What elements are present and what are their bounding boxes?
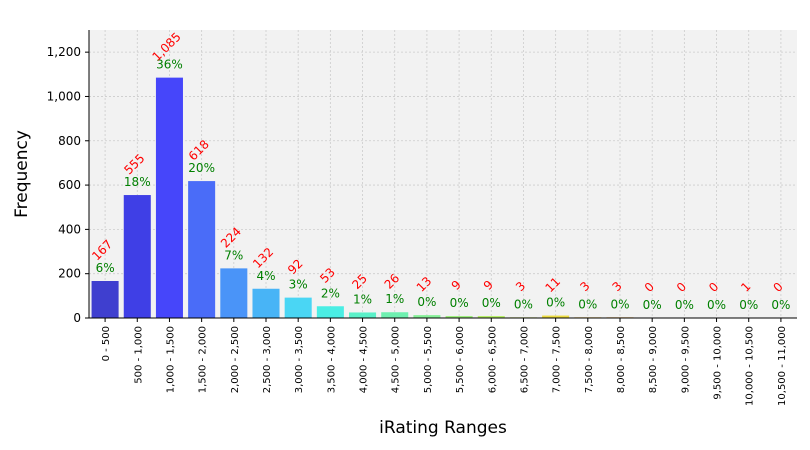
y-tick-label: 1,000 [47,89,81,103]
percent-label: 36% [156,58,183,72]
y-tick-label: 800 [58,134,81,148]
percent-label: 0% [482,296,501,310]
percent-label: 0% [417,295,436,309]
percent-label: 2% [321,286,340,300]
x-tick-label: 2,500 - 3,000 [262,326,273,393]
x-tick-label: 4,500 - 5,000 [391,326,402,393]
bars [91,77,763,318]
y-tick-label: 200 [58,267,81,281]
percent-label: 0% [771,298,790,312]
percent-label: 0% [578,297,597,311]
x-tick-label: 9,500 - 10,000 [713,326,724,400]
percent-label: 3% [289,278,308,292]
y-tick-label: 0 [73,311,81,325]
percent-label: 0% [675,298,694,312]
y-tick-label: 600 [58,178,81,192]
percent-label: 0% [707,298,726,312]
percent-label: 4% [256,269,275,283]
percent-label: 1% [353,292,372,306]
bar [381,312,409,318]
percent-label: 0% [546,296,565,310]
percent-label: 0% [610,297,629,311]
percent-label: 6% [96,261,115,275]
x-tick-label: 1,500 - 2,000 [198,326,209,393]
x-tick-label: 5,000 - 5,500 [423,326,434,393]
bar [123,195,151,318]
x-tick-label: 9,000 - 9,500 [680,326,691,393]
percent-label: 0% [450,296,469,310]
x-tick-label: 8,000 - 8,500 [616,326,627,393]
y-axis-title: Frequency [12,130,32,218]
bar [477,316,505,318]
percent-label: 7% [224,248,243,262]
percent-label: 20% [188,161,215,175]
x-tick-label: 6,500 - 7,000 [519,326,530,393]
bar [413,315,441,318]
bar [542,315,570,318]
x-axis-title: iRating Ranges [379,418,507,438]
x-tick-label: 5,500 - 6,000 [455,326,466,393]
x-tick-label: 7,500 - 8,000 [584,326,595,393]
x-tick-label: 3,000 - 3,500 [294,326,305,393]
x-tick-label: 2,000 - 2,500 [230,326,241,393]
bar [220,268,248,318]
x-tick-label: 8,500 - 9,000 [648,326,659,393]
x-tick-label: 6,000 - 6,500 [487,326,498,393]
bar [91,281,119,318]
percent-label: 0% [514,297,533,311]
bar [445,316,473,318]
bar [155,77,183,318]
x-tick-label: 500 - 1,000 [133,326,144,384]
x-tick-label: 0 - 500 [101,326,112,361]
x-tick-label: 4,000 - 4,500 [359,326,370,393]
y-tick-label: 400 [58,222,81,236]
percent-label: 1% [385,292,404,306]
x-tick-label: 10,000 - 10,500 [745,326,756,406]
percent-label: 0% [643,298,662,312]
axes: 0 200 400 600 800 1,000 1,200 0 - 500 500 - 1,00… [47,30,797,406]
x-tick-label: 10,500 - 11,000 [777,326,788,406]
x-tick-label: 3,500 - 4,000 [326,326,337,393]
bar [284,297,312,318]
bar [188,181,216,318]
bar [252,288,280,318]
x-tick-label: 7,000 - 7,500 [552,326,563,393]
percent-label: 0% [739,298,758,312]
y-tick-label: 1,200 [47,45,81,59]
percent-label: 18% [124,175,151,189]
bar [349,312,377,318]
bar [316,306,344,318]
x-tick-label: 1,000 - 1,500 [165,326,176,393]
